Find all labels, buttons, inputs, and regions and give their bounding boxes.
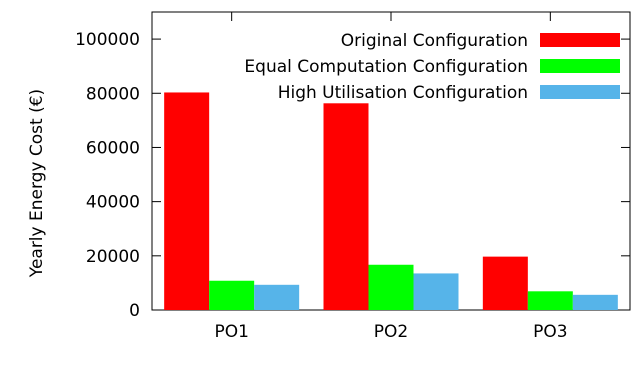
y-tick-label: 80000 (86, 84, 140, 104)
legend-label: High Utilisation Configuration (278, 83, 528, 103)
y-tick-label: 60000 (86, 138, 140, 158)
bar (572, 294, 618, 310)
bar (323, 103, 369, 311)
legend: Original Configuration Equal Computation … (244, 31, 620, 103)
legend-swatch (540, 85, 620, 99)
legend-label: Original Configuration (341, 31, 528, 51)
y-axis: 0 20000 40000 60000 80000 100000 (75, 30, 630, 321)
bar (164, 92, 210, 311)
x-tick-label: PO3 (533, 322, 567, 342)
bar (368, 264, 414, 310)
bar (413, 273, 459, 310)
bar (527, 291, 573, 310)
y-tick-label: 0 (129, 301, 140, 321)
y-tick-label: 40000 (86, 193, 140, 213)
bar (482, 256, 528, 310)
y-tick-label: 100000 (75, 30, 140, 50)
legend-swatch (540, 59, 620, 73)
y-axis-label: Yearly Energy Cost (€) (27, 89, 47, 278)
x-tick-label: PO2 (374, 322, 408, 342)
legend-swatch (540, 33, 620, 47)
bar (209, 280, 255, 310)
bar (254, 284, 300, 310)
y-tick-label: 20000 (86, 247, 140, 267)
legend-label: Equal Computation Configuration (244, 57, 528, 77)
bars (164, 92, 618, 311)
x-tick-label: PO1 (214, 322, 248, 342)
